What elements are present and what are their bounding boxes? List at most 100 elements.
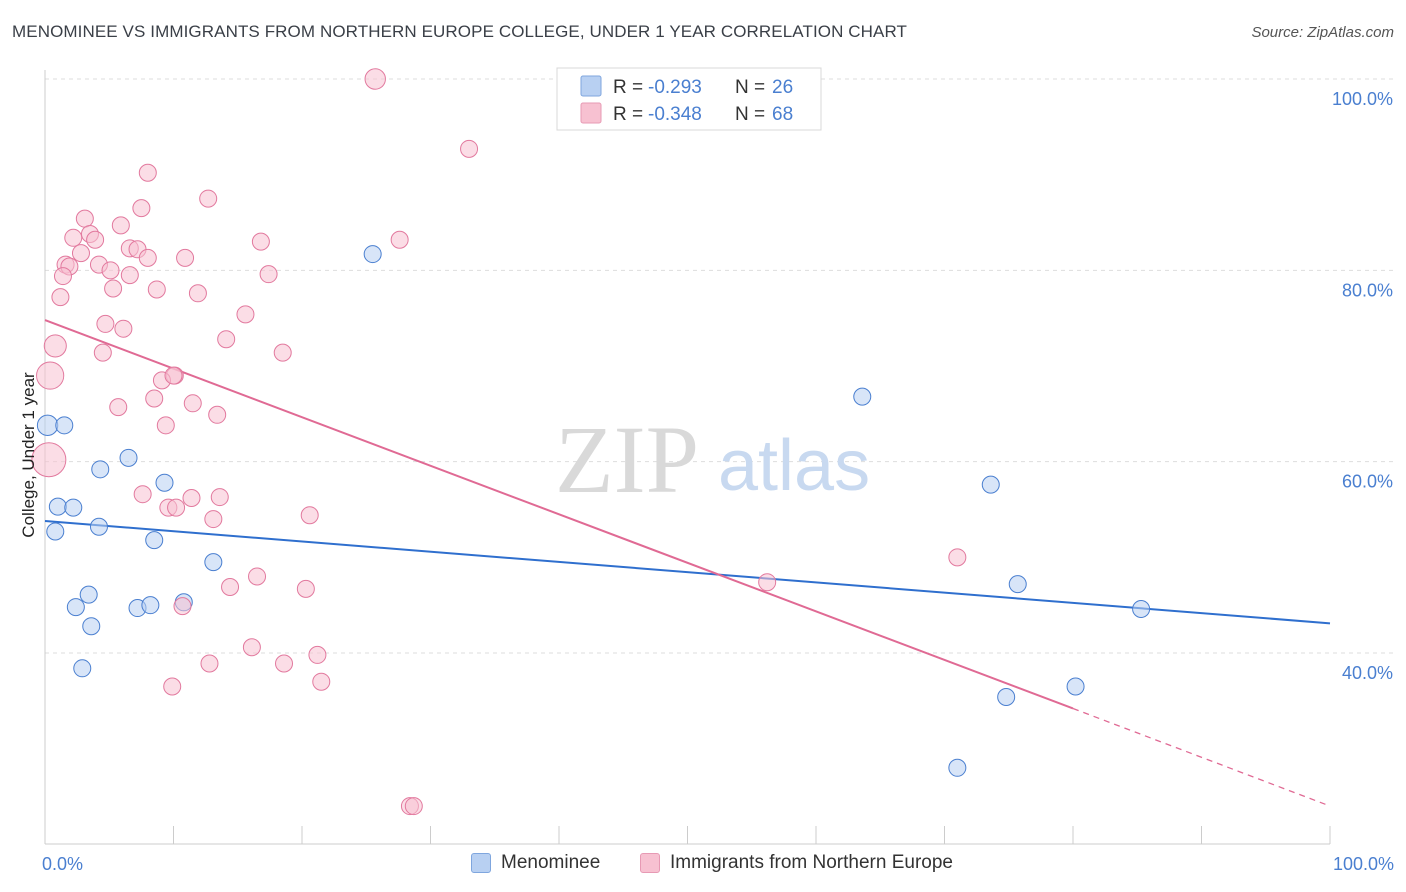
point-pink-29 [96, 314, 115, 333]
point-blue-7 [155, 473, 174, 492]
watermark-zip: ZIP [555, 406, 699, 513]
point-pink-26 [188, 284, 207, 303]
point-pink-52 [248, 567, 267, 586]
point-blue-11 [79, 585, 98, 604]
data-points [31, 68, 1151, 816]
x-tick-label-1: 100.0% [1333, 854, 1394, 874]
y-tick-label-1: 80.0% [1342, 280, 1393, 300]
point-pink-8 [64, 228, 83, 247]
trend-line-extension-pink [1072, 707, 1331, 807]
point-blue-18 [363, 245, 382, 264]
y-tick-label-2: 60.0% [1342, 472, 1393, 492]
point-pink-31 [217, 330, 236, 349]
point-pink-22 [120, 266, 139, 285]
point-pink-39 [183, 394, 202, 413]
legend-n-value-blue: 26 [772, 77, 793, 98]
point-pink-20 [101, 261, 120, 280]
point-pink-40 [109, 398, 128, 417]
legend-r-label-pink: R = [613, 104, 643, 125]
point-pink-15 [138, 248, 157, 267]
point-pink-41 [208, 405, 227, 424]
point-pink-49 [204, 510, 223, 529]
tick-labels: 100.0% 80.0% 60.0% 40.0% 0.0% 100.0% [42, 89, 1394, 874]
bottom-legend-swatch-blue [471, 853, 491, 873]
point-blue-24 [997, 688, 1016, 707]
point-pink-38 [145, 389, 164, 408]
point-blue-21 [1008, 575, 1027, 594]
point-pink-58 [308, 645, 327, 664]
point-pink-11 [390, 230, 409, 249]
bottom-legend-label-immigrants: Immigrants from Northern Europe [670, 852, 953, 873]
gridlines [45, 78, 1394, 654]
point-pink-44 [133, 485, 152, 504]
legend-swatch-blue [580, 75, 602, 97]
point-pink-0 [364, 68, 386, 90]
point-pink-55 [296, 579, 315, 598]
x-tick-label-0: 0.0% [42, 854, 83, 874]
bottom-legend-label-menominee: Menominee [501, 852, 601, 873]
point-pink-1 [460, 139, 479, 158]
point-pink-32 [43, 334, 67, 358]
point-pink-45 [182, 489, 201, 508]
point-blue-14 [141, 596, 160, 615]
legend-n-value-pink: 68 [772, 104, 793, 125]
point-pink-10 [251, 232, 270, 251]
point-pink-5 [75, 209, 94, 228]
bottom-legend-swatch-pink [640, 853, 660, 873]
trend-line-pink [44, 319, 1074, 710]
legend-r-value-blue: -0.293 [648, 77, 702, 98]
point-blue-4 [46, 522, 65, 541]
trend-lines [44, 319, 1331, 807]
legend-n-label-pink: N = [735, 104, 765, 125]
point-pink-46 [210, 488, 229, 507]
bottom-legend: Menominee Immigrants from Northern Europ… [0, 852, 1406, 878]
point-pink-43 [31, 442, 67, 478]
point-pink-28 [236, 305, 255, 324]
point-pink-27 [51, 288, 70, 307]
y-tick-label-3: 40.0% [1342, 663, 1393, 683]
point-pink-23 [259, 265, 278, 284]
point-pink-53 [758, 573, 777, 592]
point-blue-23 [1066, 677, 1085, 696]
legend-swatch-pink [580, 102, 602, 124]
point-pink-50 [300, 506, 319, 525]
point-blue-10 [204, 553, 223, 572]
point-blue-3 [64, 498, 83, 517]
point-blue-25 [948, 758, 967, 777]
source-label: Source: ZipAtlas.com [1251, 24, 1394, 41]
point-blue-17 [73, 659, 92, 678]
point-pink-61 [312, 672, 331, 691]
point-blue-8 [89, 517, 108, 536]
watermark: ZIP atlas [555, 406, 870, 513]
point-pink-59 [200, 654, 219, 673]
point-pink-42 [156, 416, 175, 435]
point-blue-20 [981, 475, 1000, 494]
point-pink-14 [71, 244, 90, 263]
point-pink-56 [173, 597, 192, 616]
watermark-atlas: atlas [718, 426, 870, 506]
point-blue-19 [853, 387, 872, 406]
point-pink-6 [111, 216, 130, 235]
legend-n-label-blue: N = [735, 77, 765, 98]
point-blue-0 [36, 414, 59, 437]
bottom-legend-immigrants: Immigrants from Northern Europe [640, 852, 953, 874]
point-pink-4 [132, 199, 151, 218]
point-pink-24 [104, 279, 123, 298]
y-axis-label: College, Under 1 year [19, 372, 38, 538]
point-pink-51 [948, 548, 967, 567]
point-pink-16 [176, 248, 195, 267]
legend-box: R = -0.293 N = 26 R = -0.348 N = 68 [556, 67, 822, 131]
axes [44, 70, 1331, 845]
point-blue-2 [48, 497, 67, 516]
point-pink-21 [53, 267, 72, 286]
point-pink-25 [147, 280, 166, 299]
trend-line-blue [44, 519, 1331, 625]
point-pink-60 [275, 654, 294, 673]
point-blue-1 [55, 416, 74, 435]
chart-title: MENOMINEE VS IMMIGRANTS FROM NORTHERN EU… [12, 22, 908, 41]
point-blue-9 [145, 531, 164, 550]
bottom-legend-menominee: Menominee [471, 852, 600, 874]
point-pink-64 [404, 797, 423, 816]
point-blue-16 [82, 617, 101, 636]
